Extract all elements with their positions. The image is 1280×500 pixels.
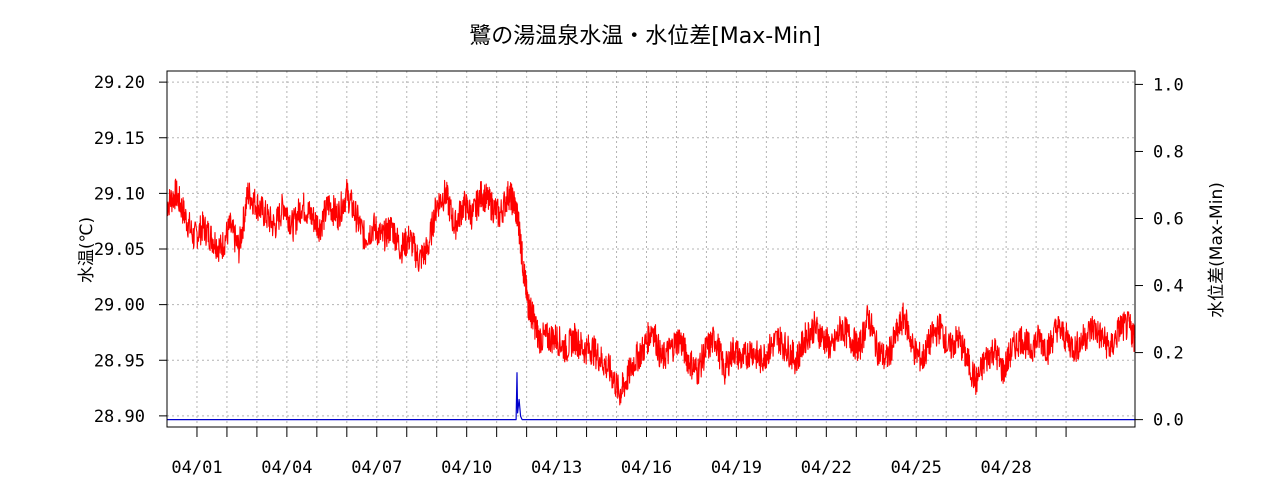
y-left-tick-label: 29.00 xyxy=(94,296,145,316)
x-tick-label: 04/10 xyxy=(441,458,492,478)
x-tick-label: 04/22 xyxy=(801,458,852,478)
y-axis-left-label: 水温(℃) xyxy=(77,217,97,283)
y-left-tick-label: 29.05 xyxy=(94,240,145,260)
y-axis-right-label: 水位差(Max-Min) xyxy=(1207,182,1227,318)
y-left-tick-label: 28.95 xyxy=(94,351,145,371)
chart-title: 鷺の湯温泉水温・水位差[Max-Min] xyxy=(469,24,821,49)
x-tick-label: 04/13 xyxy=(531,458,582,478)
axes: 04/01 04/04 04/07 04/10 04/13 04/16 04/19 04/22… xyxy=(94,73,1184,478)
x-tick-label: 04/01 xyxy=(171,458,222,478)
y-right-tick-label: 0.0 xyxy=(1153,411,1184,431)
y-left-tick-label: 28.90 xyxy=(94,407,145,427)
y-right-tick-label: 0.6 xyxy=(1153,209,1184,229)
y-left-tick-label: 29.20 xyxy=(94,73,145,93)
series-line-water-temperature xyxy=(166,178,1136,406)
y-right-tick-label: 1.0 xyxy=(1153,75,1184,95)
y-left-tick-label: 29.15 xyxy=(94,129,145,149)
series-line-water-level-diff xyxy=(167,372,1135,421)
plot-area xyxy=(166,178,1136,421)
x-tick-label: 04/07 xyxy=(351,458,402,478)
y-left-tick-label: 29.10 xyxy=(94,184,145,204)
x-tick-label: 04/16 xyxy=(621,458,672,478)
grid xyxy=(167,71,1135,427)
y-right-tick-label: 0.2 xyxy=(1153,344,1184,364)
x-tick-label: 04/19 xyxy=(711,458,762,478)
y-right-tick-label: 0.4 xyxy=(1153,277,1184,297)
x-tick-label: 04/28 xyxy=(981,458,1032,478)
x-tick-label: 04/04 xyxy=(261,458,312,478)
y-right-tick-label: 0.8 xyxy=(1153,142,1184,162)
x-tick-label: 04/25 xyxy=(891,458,942,478)
